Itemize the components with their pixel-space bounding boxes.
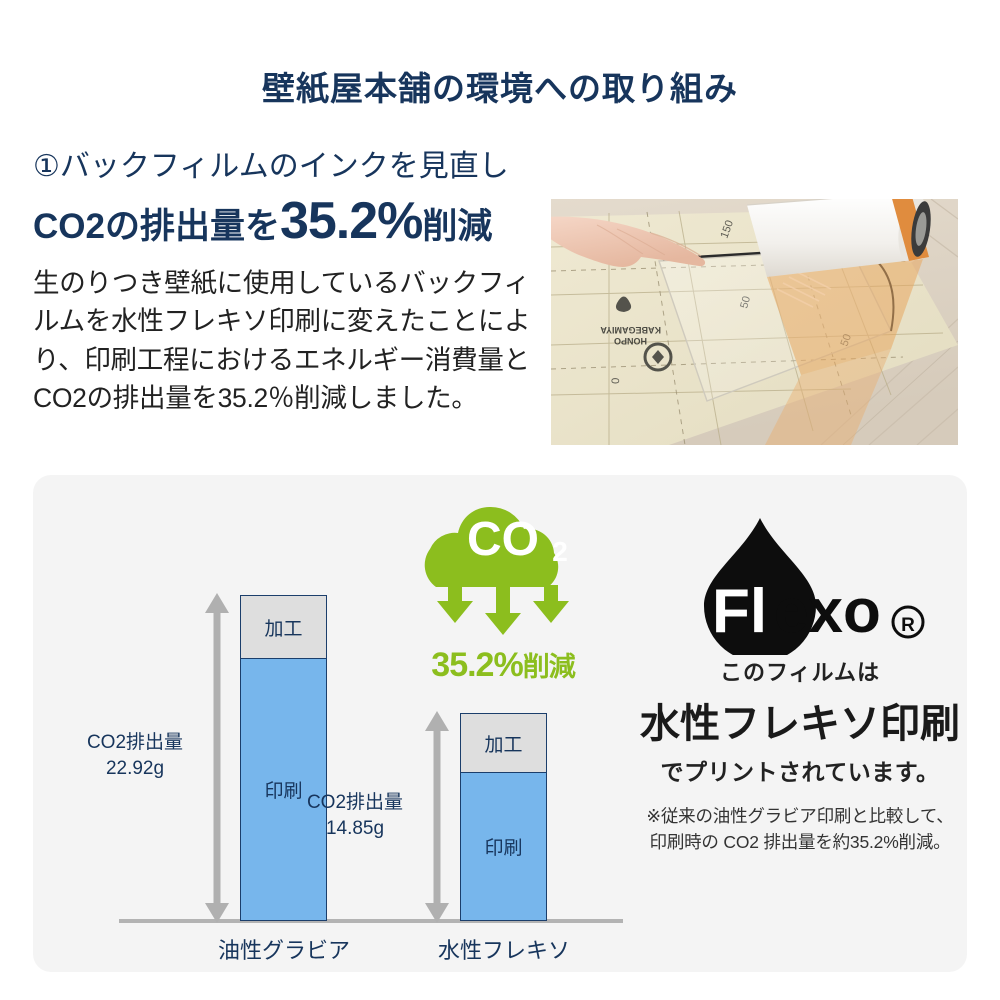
svg-text:150: 150 xyxy=(719,219,737,240)
svg-text:HONPO: HONPO xyxy=(614,336,647,346)
backfilm-photo: KABEGAMIYA HONPO 0 50 100 150 50 xyxy=(551,199,958,445)
measure-arrow-water-flexo xyxy=(425,711,449,923)
bar-segment-processing-1: 加工 xyxy=(241,596,326,659)
flexo-note-line1: ※従来の油性グラビア印刷と比較して、 xyxy=(646,806,954,826)
co2-cloud-subscript: 2 xyxy=(552,536,568,567)
reduction-number: 35.2% xyxy=(431,646,523,684)
bar-segment-processing-2: 加工 xyxy=(461,714,546,773)
intro-subheading: CO2の排出量を35.2%削減 xyxy=(33,191,533,250)
chart-baseline xyxy=(119,919,623,923)
reduction-suffix: 削減 xyxy=(522,652,576,682)
co2-reduction-block: CO 2 35.2%削減 xyxy=(388,493,618,685)
flexo-line1: このフィルムは xyxy=(719,660,881,685)
measure-label-water-flexo: CO2排出量 14.85g xyxy=(291,790,419,841)
measure-label-value: 22.92g xyxy=(105,757,165,779)
co2-bar-chart: 加工 印刷 CO2排出量 22.92g 油性グラビア 加工 印刷 xyxy=(33,475,633,972)
comparison-panel: 加工 印刷 CO2排出量 22.92g 油性グラビア 加工 印刷 xyxy=(33,475,967,972)
intro-heading: ①バックフィルムのインクを見直し xyxy=(33,150,509,183)
co2-cloud-label: CO xyxy=(467,513,539,566)
bar-water-flexo: 加工 印刷 xyxy=(460,713,547,921)
intro-subheading-prefix: CO2の排出量を xyxy=(33,206,280,246)
bar-oil-gravure: 加工 印刷 xyxy=(240,595,327,921)
photo-illustration: KABEGAMIYA HONPO 0 50 100 150 50 xyxy=(551,199,958,445)
reduction-text: 35.2%削減 xyxy=(388,645,618,685)
co2-cloud-icon: CO 2 xyxy=(424,506,569,635)
bar-segment-label: 印刷 xyxy=(484,838,523,859)
measure-label-title: CO2排出量 xyxy=(86,732,184,753)
intro-subheading-number: 35.2% xyxy=(279,191,423,250)
intro-body-text: 生のりつき壁紙に使用しているバックフィルムを水性フレキソ印刷に変えたことにより、… xyxy=(33,267,531,413)
bar-segment-label: 加工 xyxy=(264,618,303,640)
category-label-water-flexo: 水性フレキソ xyxy=(437,938,570,963)
measure-arrow-oil-gravure xyxy=(205,593,229,923)
measure-label-title: CO2排出量 xyxy=(306,792,404,813)
category-label-oil-gravure: 油性グラビア xyxy=(217,938,350,963)
flexo-note: ※従来の油性グラビア印刷と比較して、 印刷時の CO2 排出量を約35.2%削減… xyxy=(633,803,967,856)
bar-segment-label: 加工 xyxy=(484,734,523,756)
flexo-logo-text-inner: Fl xyxy=(712,577,767,646)
intro-subheading-suffix: 削減 xyxy=(422,206,493,246)
measure-label-value: 14.85g xyxy=(325,817,385,839)
measure-label-oil-gravure: CO2排出量 22.92g xyxy=(71,730,199,781)
flexo-line3: でプリントされています。 xyxy=(660,759,940,785)
page-title: 壁紙屋本舗の環境への取り組み xyxy=(262,70,738,107)
bar-segment-label: 印刷 xyxy=(264,781,303,802)
flexo-line2: 水性フレキソ印刷 xyxy=(640,702,960,746)
intro-column: ①バックフィルムのインクを見直し CO2の排出量を35.2%削減 生のりつき壁紙… xyxy=(33,150,533,417)
flexo-block: Fl exo R このフィルムは 水性フレキソ印刷 でプリントされています。 ※… xyxy=(633,510,967,856)
flexo-note-line2: 印刷時の CO2 排出量を約35.2%削減。 xyxy=(649,832,951,853)
registered-mark: R xyxy=(901,615,915,636)
svg-text:KABEGAMIYA: KABEGAMIYA xyxy=(600,325,661,335)
bar-segment-printing-2: 印刷 xyxy=(461,773,546,920)
svg-text:0: 0 xyxy=(610,378,622,385)
flexo-droplet-logo: Fl exo R xyxy=(704,518,925,655)
flexo-logo-text-outer: exo xyxy=(774,577,881,646)
bar-segment-printing-1: 印刷 xyxy=(241,659,326,920)
flexo-logo: Fl exo R xyxy=(633,510,967,655)
